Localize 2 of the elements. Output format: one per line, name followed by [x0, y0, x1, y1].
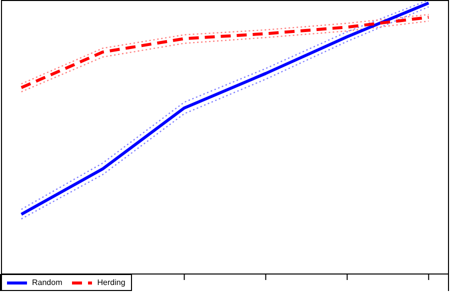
legend-label: Random: [32, 278, 62, 287]
legend-label: Herding: [97, 278, 126, 287]
